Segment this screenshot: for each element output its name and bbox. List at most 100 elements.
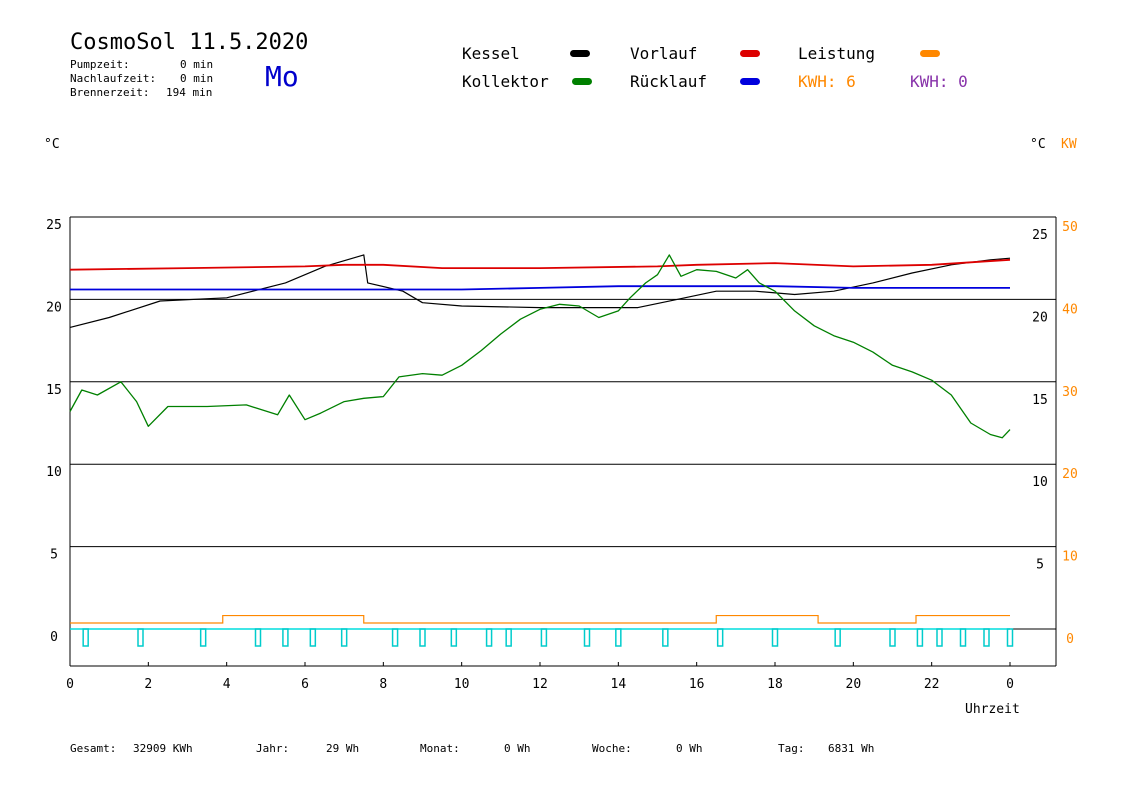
pump-pulse [615,628,622,647]
footer-monat-label: Monat: [420,742,460,755]
pump-pulse [137,628,144,647]
pump-pulse [583,628,591,647]
pump-pulse [540,628,548,647]
pump-pulse [254,628,262,647]
x-tick-label: 14 [611,677,627,692]
series-line-vorlauf [69,258,1011,271]
pump-pulse [662,628,669,647]
legend-kollektor-label: Kollektor [462,72,549,91]
x-tick-label: 22 [924,677,940,692]
y-tick-label-kw: 10 [1062,550,1078,565]
x-tick-label: 6 [301,677,309,692]
legend-ruecklauf-label: Rücklauf [630,72,708,91]
legend-leistung-swatch [920,50,940,57]
y-tick-label-kw: 20 [1062,467,1078,482]
y-tick-label-right: 25 [1032,228,1048,243]
legend-kessel-swatch [570,50,590,57]
pump-pulse [309,628,317,647]
footer-jahr-value: 29 Wh [326,742,360,755]
pump-pulse [391,628,399,647]
left-axis-unit: °C [44,137,60,152]
footer-tag-label: Tag: [778,742,805,755]
legend-leistung-label: Leistung [798,44,876,63]
x-tick-label: 16 [689,677,705,692]
afterrun-time-label: Nachlaufzeit: [70,72,157,85]
footer-woche-label: Woche: [592,742,632,755]
leistung-line [70,614,1010,624]
pump-pulse [505,628,512,647]
pump-pulse [282,628,289,647]
series-line-ruecklauf [70,285,1010,291]
y-tick-label-left: 10 [46,465,62,480]
y-tick-label-left: 25 [46,218,62,233]
legend-vorlauf-swatch [740,50,760,57]
y-tick-label-right: 20 [1032,310,1048,325]
footer-gesamt-label: Gesamt: [70,742,117,755]
y-tick-label-right: 15 [1032,393,1048,408]
right-axis-unit: °C [1030,137,1046,152]
pump-pulse [419,628,426,647]
pump-time-label: Pumpzeit: [70,58,130,71]
footer-woche-value: 0 Wh [676,742,703,755]
pump-pulses [70,628,1014,647]
legend-kollektor-swatch [572,78,592,85]
right-axis-kw-unit: KW [1061,137,1077,152]
chart-ticks: 0 2 4 6 8 10 12 14 16 18 20 22 0 0 5 10 15 20 25 5 10 15 20 25 0… [46,218,1078,692]
series-line-kollektor [69,254,1011,439]
x-tick-label: 10 [454,677,470,692]
footer-tag-value: 6831 Wh [828,742,875,755]
afterrun-time-value: 0 min [180,72,214,85]
y-tick-label-kw: 40 [1062,302,1078,317]
legend-kessel-label: Kessel [462,44,520,63]
pump-pulse [889,628,896,647]
series-line-kessel [69,254,1011,328]
weekday-label: Mo [265,60,299,93]
y-tick-label-kw: 0 [1066,632,1074,647]
chart-axes [69,217,1057,667]
footer-jahr-label: Jahr: [256,742,290,755]
x-tick-label: 20 [846,677,862,692]
x-tick-label: 18 [767,677,783,692]
y-tick-label-left: 15 [46,383,62,398]
x-tick-label: 4 [223,677,231,692]
chart-grid [70,216,1056,630]
y-tick-label-kw: 30 [1062,385,1078,400]
x-tick-label: 12 [532,677,548,692]
pump-pulse [450,628,458,647]
pump-pulse [936,628,943,647]
pump-pulse [959,628,967,647]
burner-time-value: 194 min [166,86,213,99]
y-tick-label-left: 20 [46,300,62,315]
x-tick-label: 0 [1006,677,1014,692]
pump-pulse [916,628,924,647]
pump-pulse [199,628,207,647]
pump-pulse [485,628,493,647]
y-tick-label-right: 10 [1032,475,1048,490]
x-tick-label: 0 [66,677,74,692]
pump-pulse [983,628,990,647]
pump-pulse [1006,628,1014,647]
kwh-secondary-value: KWH: 0 [910,72,968,91]
pump-time-value: 0 min [180,58,214,71]
chart-series [69,254,1011,624]
x-tick-label: 2 [144,677,152,692]
pump-pulse [834,628,841,647]
page-title: CosmoSol 11.5.2020 [70,30,309,55]
y-tick-label-left: 5 [50,548,58,563]
y-tick-label-right: 5 [1036,558,1044,573]
pump-pulse [82,628,89,647]
kwh-leistung-value: KWH: 6 [798,72,856,91]
pump-pulse [771,628,779,647]
footer-gesamt-value: 32909 KWh [133,742,193,755]
x-tick-label: 8 [379,677,387,692]
legend-ruecklauf-swatch [740,78,760,85]
y-tick-label-kw: 50 [1062,220,1078,235]
pump-pulse [716,628,724,647]
burner-time-label: Brennerzeit: [70,86,150,99]
legend-vorlauf-label: Vorlauf [630,44,698,63]
y-tick-label-left: 0 [50,630,58,645]
x-axis-label: Uhrzeit [965,702,1020,717]
pump-pulse [340,628,348,647]
footer-monat-value: 0 Wh [504,742,531,755]
